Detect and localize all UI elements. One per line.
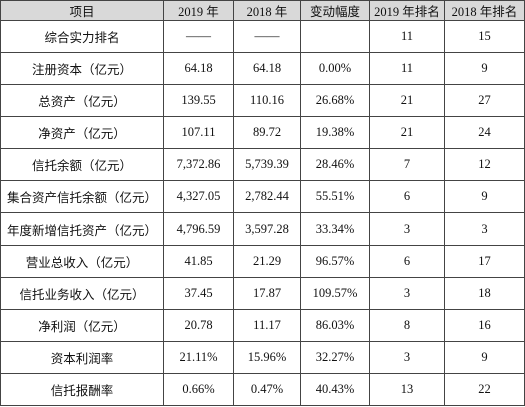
cell: 89.72	[233, 116, 301, 150]
table-row: 信托业务收入（亿元） 37.45 17.87 109.57% 3 18	[0, 276, 525, 310]
cell: 7,372.86	[163, 148, 234, 182]
row-label: 资本利润率	[0, 340, 164, 374]
cell: 86.03%	[300, 308, 370, 342]
table-row: 注册资本（亿元） 64.18 64.18 0.00% 11 9	[0, 52, 525, 86]
cell: 7	[369, 148, 445, 182]
cell: 3	[369, 276, 445, 310]
cell: 28.46%	[300, 148, 370, 182]
cell: 24	[444, 116, 525, 150]
cell: 2,782.44	[233, 180, 301, 214]
cell: 110.16	[233, 84, 301, 118]
cell: 6	[369, 244, 445, 278]
cell: 9	[444, 340, 525, 374]
cell: 55.51%	[300, 180, 370, 214]
cell: 17	[444, 244, 525, 278]
cell: 21	[369, 116, 445, 150]
row-label: 注册资本（亿元）	[0, 52, 164, 86]
cell: 16	[444, 308, 525, 342]
cell: 139.55	[163, 84, 234, 118]
cell: 3	[369, 340, 445, 374]
cell: 11.17	[233, 308, 301, 342]
row-label: 年度新增信托资产（亿元）	[0, 212, 164, 246]
cell: 32.27%	[300, 340, 370, 374]
cell: 107.11	[163, 116, 234, 150]
cell: ——	[163, 19, 234, 54]
cell: 21.11%	[163, 340, 234, 374]
table-row: 营业总收入（亿元） 41.85 21.29 96.57% 6 17	[0, 244, 525, 278]
cell: 21	[369, 84, 445, 118]
cell	[300, 19, 370, 54]
cell: 4,327.05	[163, 180, 234, 214]
cell: 64.18	[233, 52, 301, 86]
cell: 18	[444, 276, 525, 310]
cell: 3	[369, 212, 445, 246]
table-row: 净资产（亿元） 107.11 89.72 19.38% 21 24	[0, 116, 525, 150]
table-row: 信托报酬率 0.66% 0.47% 40.43% 13 22	[0, 372, 525, 407]
cell: 8	[369, 308, 445, 342]
table-body: 综合实力排名 —— —— 11 15 注册资本（亿元） 64.18 64.18 0.00% 11 9…	[0, 19, 525, 407]
table-row: 资本利润率 21.11% 15.96% 32.27% 3 9	[0, 340, 525, 374]
row-label: 营业总收入（亿元）	[0, 244, 164, 278]
cell: 40.43%	[300, 372, 370, 407]
header-row: 项目 2019 年 2018 年变动幅度 2019 年排名 2018 年排名	[0, 0, 525, 21]
cell: 4,796.59	[163, 212, 234, 246]
cell: 37.45	[163, 276, 234, 310]
cell: 27	[444, 84, 525, 118]
cell: 15	[444, 19, 525, 54]
cell: 6	[369, 180, 445, 214]
cell: 11	[369, 19, 445, 54]
table-row: 总资产（亿元） 139.55 110.16 26.68% 21 27	[0, 84, 525, 118]
header-cell: 2019 年	[163, 0, 234, 21]
header-cell: 项目	[0, 0, 164, 21]
row-label: 信托业务收入（亿元）	[0, 276, 164, 310]
cell: 19.38%	[300, 116, 370, 150]
row-label: 净资产（亿元）	[0, 116, 164, 150]
cell: 0.66%	[163, 372, 234, 407]
cell: 22	[444, 372, 525, 407]
cell: 3	[444, 212, 525, 246]
header-cell: 变动幅度	[300, 0, 370, 21]
table-row: 净利润（亿元） 20.78 11.17 86.03% 8 16	[0, 308, 525, 342]
cell: 109.57%	[300, 276, 370, 310]
cell: 20.78	[163, 308, 234, 342]
row-label: 信托余额（亿元）	[0, 148, 164, 182]
row-label: 集合资产信托余额（亿元）	[0, 180, 164, 214]
row-label: 净利润（亿元）	[0, 308, 164, 342]
table-row: 综合实力排名 —— —— 11 15	[0, 19, 525, 54]
row-label: 信托报酬率	[0, 372, 164, 407]
cell: 0.47%	[233, 372, 301, 407]
cell: ——	[233, 19, 301, 54]
cell: 9	[444, 180, 525, 214]
header-cell: 2018 年	[233, 0, 301, 21]
row-label: 综合实力排名	[0, 19, 164, 54]
cell: 41.85	[163, 244, 234, 278]
cell: 17.87	[233, 276, 301, 310]
cell: 13	[369, 372, 445, 407]
cell: 96.57%	[300, 244, 370, 278]
cell: 33.34%	[300, 212, 370, 246]
cell: 9	[444, 52, 525, 86]
table-row: 年度新增信托资产（亿元） 4,796.59 3,597.28 33.34% 3 3	[0, 212, 525, 246]
table-row: 集合资产信托余额（亿元） 4,327.05 2,782.44 55.51% 6 9	[0, 180, 525, 214]
cell: 12	[444, 148, 525, 182]
cell: 64.18	[163, 52, 234, 86]
cell: 26.68%	[300, 84, 370, 118]
header-cell: 2018 年排名	[444, 0, 525, 21]
cell: 3,597.28	[233, 212, 301, 246]
cell: 5,739.39	[233, 148, 301, 182]
cell: 0.00%	[300, 52, 370, 86]
cell: 11	[369, 52, 445, 86]
cell: 15.96%	[233, 340, 301, 374]
header-cell: 2019 年排名	[369, 0, 445, 21]
row-label: 总资产（亿元）	[0, 84, 164, 118]
cell: 21.29	[233, 244, 301, 278]
table-row: 信托余额（亿元） 7,372.86 5,739.39 28.46% 7 12	[0, 148, 525, 182]
